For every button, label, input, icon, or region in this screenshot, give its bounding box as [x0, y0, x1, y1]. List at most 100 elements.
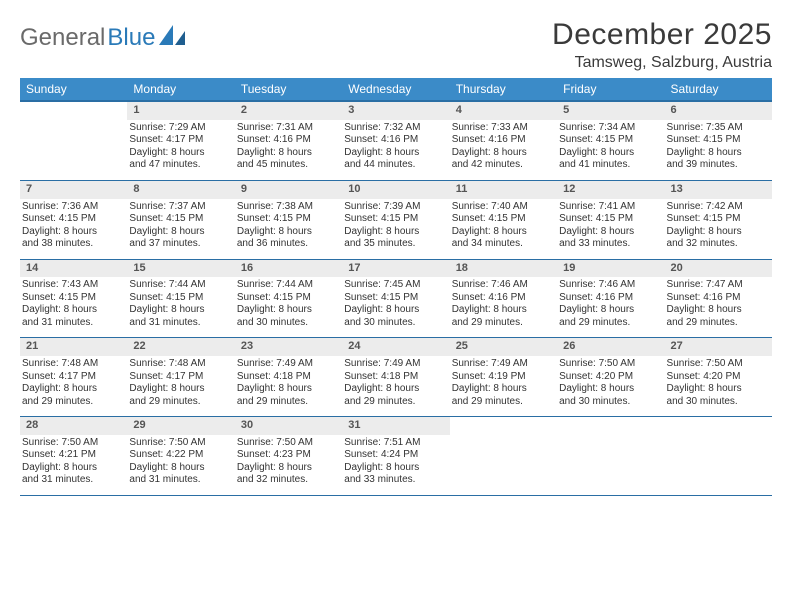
day-line: Sunset: 4:15 PM	[344, 292, 445, 305]
day-details: Sunrise: 7:29 AMSunset: 4:17 PMDaylight:…	[127, 122, 234, 172]
day-details: Sunrise: 7:50 AMSunset: 4:20 PMDaylight:…	[557, 358, 664, 408]
day-line: Sunset: 4:16 PM	[559, 292, 660, 305]
day-details: Sunrise: 7:50 AMSunset: 4:21 PMDaylight:…	[20, 437, 127, 487]
day-line: Sunrise: 7:49 AM	[237, 358, 338, 371]
day-number: 7	[20, 181, 127, 199]
calendar-week-row: 21Sunrise: 7:48 AMSunset: 4:17 PMDayligh…	[20, 338, 772, 417]
day-details: Sunrise: 7:40 AMSunset: 4:15 PMDaylight:…	[450, 201, 557, 251]
calendar-day-cell: 26Sunrise: 7:50 AMSunset: 4:20 PMDayligh…	[557, 338, 664, 417]
calendar-day-cell: 14Sunrise: 7:43 AMSunset: 4:15 PMDayligh…	[20, 259, 127, 338]
weekday-header: Saturday	[665, 78, 772, 101]
day-details: Sunrise: 7:47 AMSunset: 4:16 PMDaylight:…	[665, 279, 772, 329]
weekday-header: Monday	[127, 78, 234, 101]
day-line: Sunset: 4:16 PM	[344, 134, 445, 147]
day-number: 24	[342, 338, 449, 356]
calendar-day-cell: 12Sunrise: 7:41 AMSunset: 4:15 PMDayligh…	[557, 180, 664, 259]
day-number: 1	[127, 102, 234, 120]
day-line: Daylight: 8 hours	[559, 383, 660, 396]
day-line: Daylight: 8 hours	[129, 226, 230, 239]
day-line: Sunrise: 7:43 AM	[22, 279, 123, 292]
day-line: and 45 minutes.	[237, 159, 338, 172]
calendar-day-cell: 8Sunrise: 7:37 AMSunset: 4:15 PMDaylight…	[127, 180, 234, 259]
day-line: Sunrise: 7:32 AM	[344, 122, 445, 135]
calendar-table: SundayMondayTuesdayWednesdayThursdayFrid…	[20, 78, 772, 496]
day-line: Sunset: 4:22 PM	[129, 449, 230, 462]
calendar-day-cell: 5Sunrise: 7:34 AMSunset: 4:15 PMDaylight…	[557, 101, 664, 180]
day-line: Sunrise: 7:36 AM	[22, 201, 123, 214]
day-number: 6	[665, 102, 772, 120]
day-line: Sunrise: 7:46 AM	[559, 279, 660, 292]
day-line: Sunrise: 7:40 AM	[452, 201, 553, 214]
calendar-day-cell: 4Sunrise: 7:33 AMSunset: 4:16 PMDaylight…	[450, 101, 557, 180]
calendar-day-cell: 9Sunrise: 7:38 AMSunset: 4:15 PMDaylight…	[235, 180, 342, 259]
day-line: Sunset: 4:20 PM	[559, 371, 660, 384]
day-line: Sunset: 4:16 PM	[452, 134, 553, 147]
calendar-day-cell: 7 Sunrise: 7:36 AMSunset: 4:15 PMDaylight…	[20, 180, 127, 259]
day-details: Sunrise: 7:46 AMSunset: 4:16 PMDaylight:…	[557, 279, 664, 329]
day-line: Sunset: 4:15 PM	[129, 213, 230, 226]
day-line: Daylight: 8 hours	[237, 462, 338, 475]
day-line: Sunset: 4:15 PM	[22, 213, 123, 226]
day-number: 9	[235, 181, 342, 199]
day-line: Daylight: 8 hours	[237, 304, 338, 317]
calendar-day-cell	[20, 101, 127, 180]
day-number: 19	[557, 260, 664, 278]
day-line: Sunset: 4:15 PM	[237, 292, 338, 305]
day-details: Sunrise: 7:35 AMSunset: 4:15 PMDaylight:…	[665, 122, 772, 172]
calendar-day-cell: 28Sunrise: 7:50 AMSunset: 4:21 PMDayligh…	[20, 417, 127, 496]
day-line: Sunrise: 7:37 AM	[129, 201, 230, 214]
day-line: and 39 minutes.	[667, 159, 768, 172]
day-line: Sunrise: 7:34 AM	[559, 122, 660, 135]
calendar-day-cell: 10Sunrise: 7:39 AMSunset: 4:15 PMDayligh…	[342, 180, 449, 259]
day-number: 17	[342, 260, 449, 278]
day-number: 14	[20, 260, 127, 278]
calendar-week-row: 28Sunrise: 7:50 AMSunset: 4:21 PMDayligh…	[20, 417, 772, 496]
calendar-day-cell	[665, 417, 772, 496]
day-number: 4	[450, 102, 557, 120]
calendar-day-cell	[450, 417, 557, 496]
day-line: Sunset: 4:15 PM	[559, 213, 660, 226]
day-line: Sunset: 4:15 PM	[667, 213, 768, 226]
day-line: Daylight: 8 hours	[129, 147, 230, 160]
day-line: Sunset: 4:17 PM	[22, 371, 123, 384]
day-line: Sunset: 4:15 PM	[452, 213, 553, 226]
calendar-body: 1 Sunrise: 7:29 AMSunset: 4:17 PMDaylight…	[20, 101, 772, 495]
day-line: Sunset: 4:15 PM	[22, 292, 123, 305]
day-line: Daylight: 8 hours	[22, 226, 123, 239]
day-number: 13	[665, 181, 772, 199]
day-number: 12	[557, 181, 664, 199]
day-number: 18	[450, 260, 557, 278]
day-line: Sunrise: 7:46 AM	[452, 279, 553, 292]
weekday-header: Tuesday	[235, 78, 342, 101]
day-number: 27	[665, 338, 772, 356]
day-number: 22	[127, 338, 234, 356]
day-line: Sunrise: 7:50 AM	[237, 437, 338, 450]
logo-text-blue: Blue	[107, 24, 155, 52]
day-line: Sunset: 4:15 PM	[559, 134, 660, 147]
day-line: Daylight: 8 hours	[559, 304, 660, 317]
day-line: and 29 minutes.	[452, 317, 553, 330]
day-line: Sunset: 4:17 PM	[129, 371, 230, 384]
day-details: Sunrise: 7:44 AMSunset: 4:15 PMDaylight:…	[235, 279, 342, 329]
calendar-day-cell: 13Sunrise: 7:42 AMSunset: 4:15 PMDayligh…	[665, 180, 772, 259]
day-details: Sunrise: 7:44 AMSunset: 4:15 PMDaylight:…	[127, 279, 234, 329]
day-details: Sunrise: 7:46 AMSunset: 4:16 PMDaylight:…	[450, 279, 557, 329]
day-line: Sunset: 4:17 PM	[129, 134, 230, 147]
day-line: Daylight: 8 hours	[22, 304, 123, 317]
day-line: and 42 minutes.	[452, 159, 553, 172]
header: GeneralBlue December 2025 Tamsweg, Salzb…	[20, 18, 772, 72]
day-line: and 30 minutes.	[559, 396, 660, 409]
day-line: Sunset: 4:16 PM	[237, 134, 338, 147]
logo: GeneralBlue	[20, 18, 185, 52]
day-line: and 30 minutes.	[344, 317, 445, 330]
day-line: Daylight: 8 hours	[344, 462, 445, 475]
day-line: and 32 minutes.	[667, 238, 768, 251]
weekday-header: Friday	[557, 78, 664, 101]
calendar-day-cell: 17Sunrise: 7:45 AMSunset: 4:15 PMDayligh…	[342, 259, 449, 338]
calendar-day-cell: 29Sunrise: 7:50 AMSunset: 4:22 PMDayligh…	[127, 417, 234, 496]
day-line: Daylight: 8 hours	[129, 383, 230, 396]
day-number: 29	[127, 417, 234, 435]
day-line: and 29 minutes.	[667, 317, 768, 330]
day-line: Daylight: 8 hours	[344, 226, 445, 239]
day-line: and 29 minutes.	[452, 396, 553, 409]
